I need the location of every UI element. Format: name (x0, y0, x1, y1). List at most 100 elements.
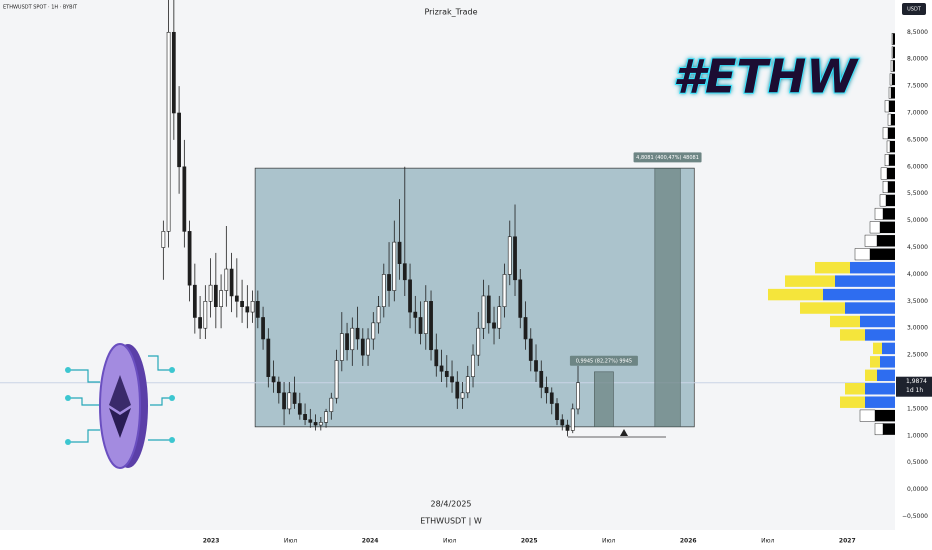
candle-body (486, 295, 491, 324)
profile-up (800, 302, 845, 314)
candle-body (308, 419, 313, 423)
candle-body (371, 322, 376, 340)
x-tick-label: 2023 (203, 538, 220, 545)
candle-body (360, 338, 365, 356)
candle-body (439, 365, 444, 372)
x-tick-label: Июл (284, 538, 298, 545)
profile-up (815, 261, 850, 274)
profile-down (870, 248, 895, 260)
range-box (254, 167, 695, 428)
candle-body (187, 231, 192, 286)
x-tick-label: Июл (761, 538, 775, 545)
candle-body (392, 241, 397, 291)
candle-body (161, 231, 166, 248)
profile-down (883, 208, 895, 220)
candle-body (570, 408, 575, 431)
y-tick-label: 7,5000 (907, 83, 928, 90)
candle-body (576, 382, 580, 410)
candle-body (339, 333, 344, 361)
candle-body (402, 263, 407, 281)
y-tick-label: 7,0000 (907, 109, 928, 116)
profile-up (840, 329, 865, 341)
candle-body (429, 301, 433, 351)
candle-body (471, 354, 475, 377)
x-tick-label: 2026 (680, 538, 697, 545)
candle-body (219, 290, 223, 308)
candle-body (324, 411, 328, 423)
profile-down (877, 235, 895, 247)
profile-down (887, 167, 895, 180)
profile-up (879, 194, 887, 207)
measure-label-bg (569, 355, 638, 366)
profile-down (860, 315, 895, 328)
candle-body (166, 31, 171, 232)
candle-body (234, 295, 239, 302)
profile-up (785, 275, 835, 287)
candle-body (518, 279, 523, 318)
candle-body (303, 414, 307, 420)
candle-body (397, 241, 402, 264)
profile-down (888, 127, 895, 139)
profile-up (880, 167, 888, 180)
profile-up (884, 154, 890, 167)
chart-title: Prizrak_Trade (424, 8, 477, 17)
profile-down (850, 261, 895, 274)
candle-body (177, 112, 181, 168)
y-tick-label: 5,5000 (907, 190, 928, 197)
profile-up (882, 127, 889, 140)
candle-body (523, 317, 528, 340)
profile-down (865, 396, 895, 408)
legend: ETHWUSDT | W (420, 517, 482, 526)
candle-body (460, 392, 465, 399)
profile-up (859, 409, 876, 422)
profile-down (893, 60, 895, 72)
profile-down (893, 33, 895, 45)
profile-up (874, 207, 884, 220)
y-tick-label: 0,0000 (907, 486, 928, 493)
candle-body (240, 301, 244, 308)
y-tick-label: 6,0000 (907, 163, 928, 170)
x-tick-label: Июл (602, 538, 616, 545)
candle-body (455, 381, 460, 399)
y-tick-label: 2,5000 (907, 352, 928, 359)
candle-body (423, 301, 428, 334)
profile-up (886, 140, 891, 153)
y-tick-label: 8,5000 (907, 29, 928, 36)
candle-body (250, 301, 255, 313)
candle-body (261, 317, 265, 340)
profile-down (891, 113, 895, 126)
measure-box (594, 371, 614, 427)
candle-body (387, 274, 391, 291)
candle-body (507, 236, 512, 275)
profile-up (870, 356, 880, 368)
profile-up (768, 288, 823, 301)
profile-up (869, 221, 881, 234)
candle-body (182, 166, 187, 232)
measure-box (654, 168, 681, 427)
candle-body (565, 424, 570, 431)
candle-body (287, 392, 292, 410)
candle-body (534, 360, 538, 372)
candle-body (329, 397, 334, 412)
candle-body (266, 338, 271, 377)
profile-down (892, 73, 895, 86)
candle-body (224, 268, 229, 291)
candle-body (355, 327, 360, 340)
profile-down (890, 140, 895, 153)
profile-down (877, 369, 895, 382)
candle-body (497, 306, 502, 329)
candle-body (539, 370, 544, 388)
time-axis (0, 530, 895, 550)
profile-down (880, 356, 895, 368)
candle-body (502, 274, 507, 308)
symbol: ETHWUSDT SPOT · 1Н · BYBIT (3, 5, 78, 11)
candle-body (444, 370, 449, 377)
x-tick-label: 2024 (362, 538, 379, 545)
y-tick-label: 4,5000 (907, 244, 928, 251)
candle-body (171, 31, 176, 114)
y-tick-label: 1,5000 (907, 405, 928, 412)
candle-body (350, 327, 355, 351)
profile-up (865, 369, 877, 382)
candle-body (245, 306, 250, 313)
